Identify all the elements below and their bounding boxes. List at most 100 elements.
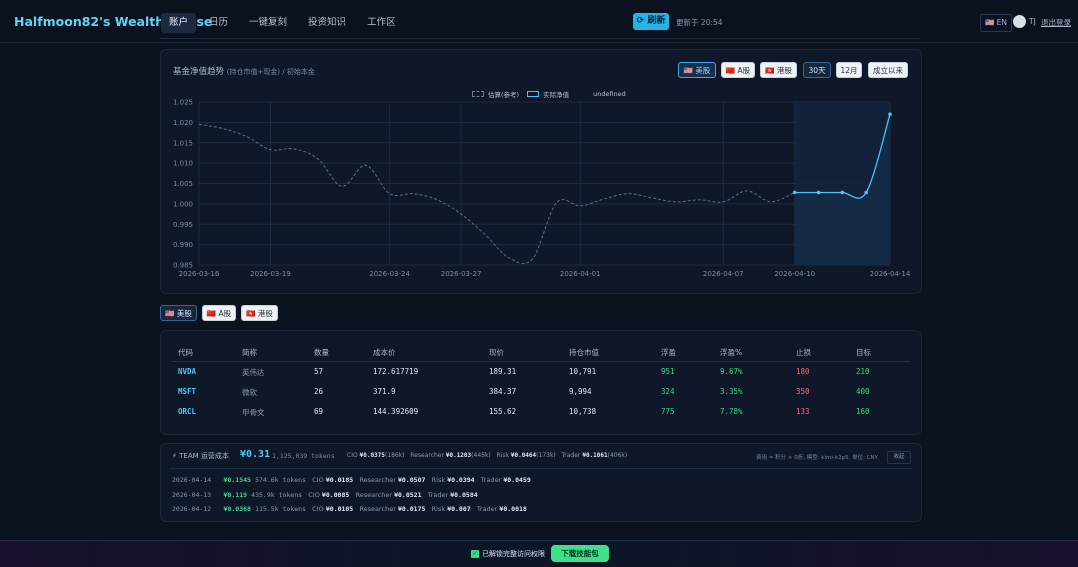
check-icon: ✓ <box>471 550 479 558</box>
holdings-market-hk-tab[interactable]: 🇭🇰 港股 <box>241 305 278 321</box>
breakdown-tokens: (445k) <box>471 452 491 459</box>
cell-code[interactable]: NVDA <box>178 367 197 376</box>
holdings-market-a-tab[interactable]: 🇨🇳 A股 <box>202 305 236 321</box>
legend-swatch-undefined <box>577 91 590 97</box>
col-header-pnl: 浮盈 <box>661 348 676 357</box>
breakdown-amount: ¥0.1061 <box>582 452 608 459</box>
day-role-amount: ¥0.007 <box>447 505 471 513</box>
day-date: 2026-04-14 <box>172 476 212 484</box>
cell-pnl: 324 <box>661 387 675 396</box>
day-role-amount: ¥0.0584 <box>450 491 478 499</box>
cell-pnl-pct: 3.35% <box>720 387 743 396</box>
col-header-price: 现价 <box>489 348 504 357</box>
series-line-estimate <box>198 123 795 265</box>
day-role-amount: ¥0.0521 <box>394 491 422 499</box>
chart-market-a-label: 🇨🇳 A股 <box>725 66 751 75</box>
col-header-name: 简称 <box>242 348 257 357</box>
holdings-table-panel <box>160 330 922 435</box>
chart-title: 基金净值趋势 (持仓市值+现金) / 初始本金 <box>173 65 315 77</box>
legend-swatch-actual <box>527 91 540 97</box>
chart-market-us-button[interactable]: 🇺🇸 美股 <box>678 62 716 78</box>
y-tick-label: 1.025 <box>173 99 193 107</box>
breakdown-amount: ¥0.0375 <box>359 452 385 459</box>
legend-label-undefined[interactable]: undefined <box>593 90 626 98</box>
language-toggle-button[interactable]: 🇺🇸 EN <box>980 14 1012 32</box>
nav-tab-copy-trade[interactable]: 一键复刻 <box>249 17 288 28</box>
x-tick-label: 2026-04-10 <box>774 270 815 278</box>
refresh-button[interactable]: ⟳ 刷新 <box>633 13 669 30</box>
range-since-inception-button[interactable]: 成立以来 <box>868 62 908 78</box>
cell-cost: 144.392609 <box>373 407 419 416</box>
team-cost-title: ⚡ TEAM 运营成本 <box>172 452 229 460</box>
day-role-amount: ¥0.0507 <box>398 476 426 484</box>
breakdown-tokens: (173k) <box>536 452 556 459</box>
y-tick-label: 0.985 <box>173 262 193 270</box>
cell-code[interactable]: ORCL <box>178 407 197 416</box>
holdings-market-us-tab[interactable]: 🇺🇸 美股 <box>160 305 197 321</box>
y-tick-label: 0.995 <box>173 221 193 229</box>
day-role: Trader <box>427 491 449 499</box>
day-date: 2026-04-13 <box>172 491 212 499</box>
breakdown-role: Trader <box>561 452 581 459</box>
y-tick-label: 1.005 <box>173 180 193 188</box>
range-12m-button[interactable]: 12月 <box>836 62 862 78</box>
breakdown-tokens: (406k) <box>607 452 628 459</box>
x-tick-label: 2026-03-24 <box>369 270 410 278</box>
download-skill-pack-button[interactable]: 下载技能包 <box>551 545 609 562</box>
avatar[interactable] <box>1013 15 1026 28</box>
col-header-cost: 成本价 <box>373 348 396 357</box>
y-tick-label: 0.990 <box>173 241 193 249</box>
chart-market-hk-label: 🇭🇰 港股 <box>765 66 792 75</box>
breakdown-amount: ¥0.0464 <box>510 452 537 459</box>
cell-price: 189.31 <box>489 367 517 376</box>
holdings-market-hk-label: 🇭🇰 港股 <box>246 309 273 318</box>
chart-market-a-button[interactable]: 🇨🇳 A股 <box>721 62 755 78</box>
data-point-actual <box>840 190 845 195</box>
range-30d-button[interactable]: 30天 <box>803 62 831 78</box>
day-date: 2026-04-12 <box>172 505 212 513</box>
x-tick-label: 2026-03-19 <box>250 270 291 278</box>
nav-tab-knowledge[interactable]: 投资知识 <box>308 17 347 28</box>
unlock-status: ✓ 已解锁完整访问权限 <box>471 549 545 559</box>
legend-label-estimate[interactable]: 估算(参考) <box>488 91 520 99</box>
logout-link[interactable]: 退出登录 <box>1041 18 1071 27</box>
cell-name: 英伟达 <box>242 368 265 377</box>
cell-name: 微软 <box>242 388 257 397</box>
nav-tab-calendar[interactable]: 日历 <box>209 17 229 28</box>
cell-target: 400 <box>856 387 870 396</box>
data-point-actual <box>816 190 821 195</box>
nav-tab-workspace[interactable]: 工作区 <box>367 17 396 28</box>
day-role: Risk <box>431 505 446 513</box>
day-role-amount: ¥0.0018 <box>499 505 527 513</box>
day-role: Researcher <box>359 505 396 513</box>
day-role: Researcher <box>355 491 393 499</box>
cell-stop: 350 <box>796 387 810 396</box>
legend-label-actual[interactable]: 实际净值 <box>543 91 570 99</box>
top-navbar: Halfmoon82's Wealth House 账户 日历 一键复刻 投资知… <box>0 0 1078 43</box>
day-amount: ¥0.0368 <box>223 505 251 513</box>
cell-qty: 57 <box>314 367 324 376</box>
day-role: CIO <box>312 476 324 484</box>
cell-target: 160 <box>856 407 870 416</box>
cell-pnl-pct: 7.78% <box>720 407 743 416</box>
team-cost-total: ¥0.31 <box>240 449 271 460</box>
cell-pnl: 951 <box>661 367 675 376</box>
team-collapse-button[interactable]: 收起 <box>887 451 911 464</box>
day-role: Risk <box>431 476 446 484</box>
day-role: CIO <box>312 505 324 513</box>
col-header-stop: 止损 <box>796 348 811 357</box>
cell-market-value: 9,994 <box>569 387 592 396</box>
day-role-amount: ¥0.0185 <box>325 476 354 484</box>
cell-code[interactable]: MSFT <box>178 387 197 396</box>
breakdown-role: CIO <box>347 452 358 459</box>
day-role-amount: ¥0.0394 <box>447 476 475 484</box>
day-amount: ¥0.119 <box>223 491 248 499</box>
cell-name: 甲骨文 <box>242 408 265 417</box>
cell-price: 155.62 <box>489 407 517 416</box>
col-header-qty: 数量 <box>314 348 329 357</box>
cell-qty: 26 <box>314 387 324 396</box>
unlock-text: 已解锁完整访问权限 <box>482 550 545 558</box>
chart-market-hk-button[interactable]: 🇭🇰 港股 <box>760 62 797 78</box>
nav-tab-account[interactable]: 账户 <box>161 13 197 33</box>
day-role: Trader <box>476 505 498 513</box>
